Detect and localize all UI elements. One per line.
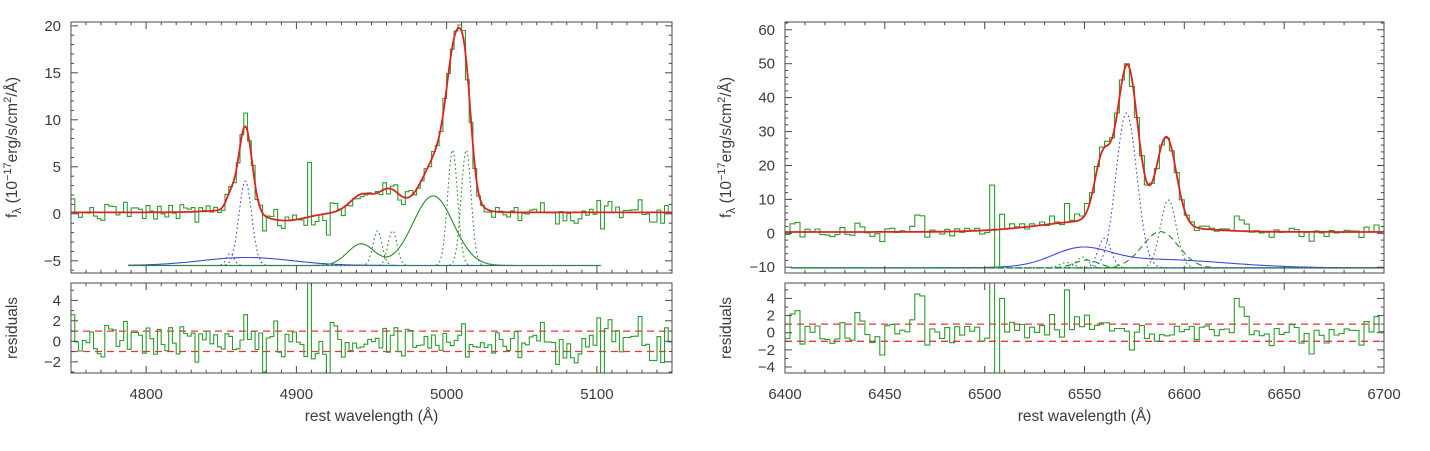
residuals-plot-area (785, 283, 1384, 373)
x-axis-label: rest wavelength (Å) (305, 408, 439, 425)
narrow-component-green-dotted-2 (128, 229, 601, 267)
residuals-histogram (785, 283, 1384, 373)
wavelength-xtick-label: 5100 (580, 386, 613, 403)
narrow-component-green-dotted-big (791, 199, 1384, 269)
flux-ytick-label: 40 (758, 90, 775, 107)
flux-ytick-label: 0 (53, 206, 61, 223)
left-spectrum-panel: −5 0 5 10 15 20 −2 0 2 4 4800 4900 5000 5100 rest wave… (2, 18, 673, 425)
flux-ytick-label: 20 (44, 18, 61, 35)
wavelength-xtick-label: 4800 (129, 386, 162, 403)
narrow-component-green-dotted-1 (128, 230, 601, 267)
residual-ytick-label: 2 (53, 313, 61, 330)
broad-component-green-solid (128, 195, 601, 267)
residuals-plot-area (71, 283, 672, 373)
spectrum-data-histogram (785, 63, 1384, 268)
wavelength-xtick-label: 6650 (1267, 386, 1300, 403)
residual-ytick-label: −2 (758, 342, 775, 359)
flux-ytick-label: 20 (758, 157, 775, 174)
component-green-dashed-small (791, 259, 1384, 269)
flux-ytick-label: 5 (53, 159, 61, 176)
residuals-axis-label: residuals (4, 297, 21, 359)
flux-ytick-label: 60 (758, 22, 775, 39)
residual-ytick-label: 0 (53, 333, 61, 350)
narrow-component-blue-dotted-small (791, 237, 1384, 269)
flux-ytick-label: 50 (758, 56, 775, 73)
panel-frame (70, 21, 673, 274)
narrow-component-blue-dotted-small (128, 252, 601, 267)
wavelength-xtick-label: 6500 (968, 386, 1001, 403)
flux-ytick-label: −5 (44, 253, 61, 270)
residual-ytick-label: 0 (767, 325, 775, 342)
wavelength-xtick-label: 6700 (1367, 386, 1400, 403)
main-plot-area (785, 63, 1384, 269)
wavelength-xtick-label: 6450 (868, 386, 901, 403)
residuals-axis-label: residuals (718, 297, 735, 359)
total-fit-line (71, 26, 672, 222)
flux-ytick-label: 0 (767, 225, 775, 242)
flux-ytick-label: 10 (44, 112, 61, 129)
narrow-component-blue-dotted (791, 112, 1384, 269)
flux-ytick-label: 30 (758, 124, 775, 141)
spectrum-data-histogram (71, 24, 672, 236)
residual-ytick-label: −2 (44, 354, 61, 371)
residuals-histogram (71, 283, 672, 373)
main-plot-area (71, 24, 672, 267)
flux-ytick-label: −10 (750, 259, 775, 276)
total-fit-line (785, 63, 1384, 233)
broad-component-blue-solid (791, 246, 1384, 269)
broad-component-blue-solid (128, 256, 601, 267)
residual-ytick-label: 4 (53, 292, 61, 309)
wavelength-xtick-label: 6600 (1168, 386, 1201, 403)
flux-axis-label: fλ​ (10−17​erg/s/cm2​/Å) (716, 77, 738, 218)
flux-ytick-label: 10 (758, 191, 775, 208)
flux-axis-label: fλ​ (10−17​erg/s/cm2​/Å) (2, 77, 24, 218)
wavelength-xtick-label: 5000 (430, 386, 463, 403)
wavelength-xtick-label: 6550 (1068, 386, 1101, 403)
residual-ytick-label: −4 (758, 359, 775, 376)
wavelength-xtick-label: 4900 (280, 386, 313, 403)
panel-frame (70, 282, 673, 374)
axes: −5 0 5 10 15 20 −2 0 2 4 4800 4900 5000 5100 rest wave… (2, 18, 673, 425)
wavelength-xtick-label: 6400 (768, 386, 801, 403)
residual-ytick-label: 4 (767, 290, 775, 307)
x-axis-label: rest wavelength (Å) (1018, 408, 1152, 425)
flux-ytick-label: 15 (44, 65, 61, 82)
residual-ytick-label: 2 (767, 308, 775, 325)
